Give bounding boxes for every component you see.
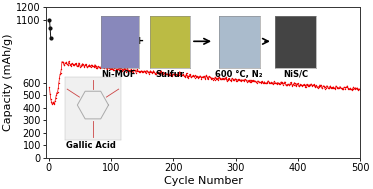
- X-axis label: Cycle Number: Cycle Number: [164, 176, 242, 186]
- Text: Ni-MOF: Ni-MOF: [101, 70, 136, 79]
- Text: 600 °C, N₂: 600 °C, N₂: [216, 70, 263, 79]
- Text: NiS/C: NiS/C: [283, 70, 308, 79]
- Text: Sulfur: Sulfur: [156, 70, 185, 79]
- Text: Gallic Acid: Gallic Acid: [66, 141, 116, 149]
- Text: +: +: [135, 36, 144, 46]
- Y-axis label: Capacity (mAh/g): Capacity (mAh/g): [3, 34, 13, 131]
